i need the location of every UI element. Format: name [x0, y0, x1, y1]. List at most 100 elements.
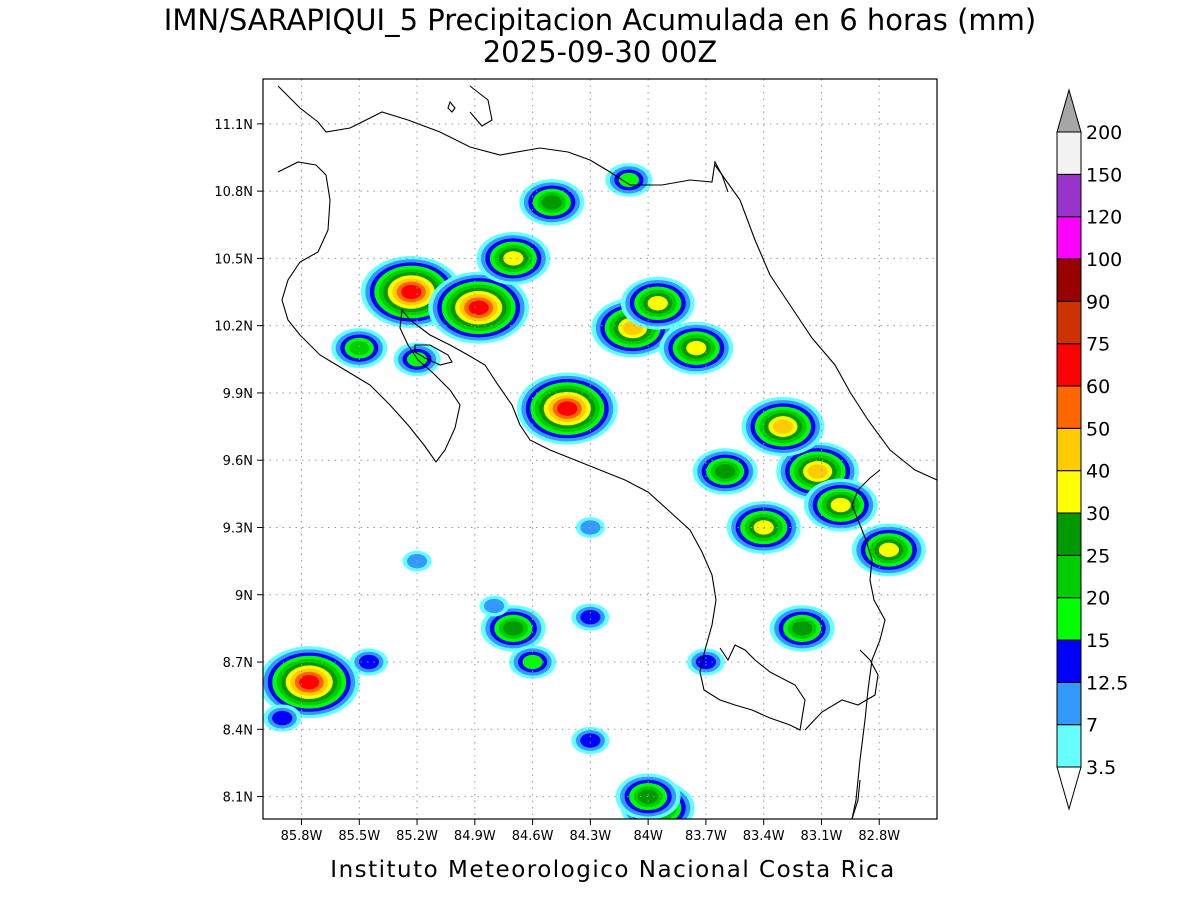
- precip-contour-level: [580, 733, 601, 748]
- precip-contour-level: [686, 340, 707, 356]
- precip-contour-level: [484, 598, 505, 614]
- lon-tick-label: 83.4W: [743, 829, 785, 844]
- precip-cell: [769, 605, 835, 652]
- colorbar-label: 25: [1086, 545, 1110, 567]
- precip-cell: [571, 603, 610, 631]
- precip-cell: [349, 648, 388, 676]
- latitude-axis: 11.1N 10.8N 10.5N 10.2N 9.9N 9.6N 9.3N 9N 8.7N 8.…: [214, 118, 263, 806]
- colorbar-box: [1056, 470, 1082, 514]
- precip-contour-level: [580, 520, 601, 535]
- precip-contour-level: [557, 401, 578, 416]
- panama-border: [851, 469, 886, 819]
- precip-cell: [428, 271, 530, 344]
- colorbar-label: 30: [1086, 503, 1110, 525]
- lon-tick-label: 84.3W: [569, 829, 611, 844]
- precip-contour-level: [401, 284, 422, 300]
- colorbar-box: [1056, 554, 1082, 599]
- colorbar-legend: 3.5 7 12.5 15 20 25 30 40 50 60 75 90 100 120 150 200: [1056, 88, 1128, 811]
- lat-tick-label: 9N: [235, 589, 253, 604]
- precip-cell: [331, 328, 388, 369]
- colorbar-box: [1056, 639, 1082, 683]
- colorbar-label: 7: [1086, 715, 1098, 737]
- precip-cell: [480, 605, 546, 652]
- colorbar-box: [1056, 131, 1082, 175]
- gulf-nicoya-inlet: [414, 344, 453, 366]
- precip-contour-level: [503, 621, 524, 636]
- lat-tick-label: 8.7N: [223, 656, 253, 671]
- lon-tick-label: 84.6W: [512, 829, 554, 844]
- coastline-borders: [277, 85, 937, 819]
- longitude-axis: 85.8W 85.5W 85.2W 84.9W 84.6W 84.3W 84W 83.7W 83…: [281, 819, 900, 844]
- lon-tick-label: 82.8W: [858, 829, 900, 844]
- precip-contour-level: [358, 654, 379, 670]
- colorbar-label: 150: [1086, 164, 1122, 186]
- precip-cell: [803, 478, 878, 532]
- precip-cell: [476, 231, 551, 285]
- lon-tick-label: 84W: [633, 829, 663, 844]
- colorbar-box: [1056, 173, 1082, 218]
- precip-cell: [692, 448, 758, 495]
- colorbar-under-triangle: [1056, 766, 1082, 811]
- lat-tick-label: 8.1N: [223, 791, 253, 806]
- lon-tick-label: 85.5W: [338, 829, 380, 844]
- precip-cell: [851, 523, 926, 577]
- colorbar-label: 3.5: [1086, 757, 1116, 779]
- caribbean-coast: [714, 164, 937, 481]
- map-panel: 11.1N 10.8N 10.5N 10.2N 9.9N 9.6N 9.3N 9N 8.7N 8.…: [214, 78, 938, 844]
- precip-contour-level: [580, 609, 601, 625]
- map-frame: [262, 78, 938, 820]
- lat-tick-label: 11.1N: [214, 118, 253, 133]
- precip-contour-level: [878, 542, 899, 558]
- colorbar-label: 20: [1086, 588, 1110, 610]
- lon-tick-label: 84.9W: [454, 829, 496, 844]
- lon-tick-label: 83.7W: [685, 829, 727, 844]
- lake-nicaragua-shore: [469, 85, 493, 127]
- precip-cell: [519, 179, 585, 226]
- colorbar-box: [1056, 427, 1082, 472]
- north-border-line: [277, 85, 729, 193]
- lat-tick-label: 10.8N: [214, 185, 253, 200]
- precip-contour-level: [715, 464, 736, 479]
- map-title-line2: 2025-09-30 00Z: [483, 35, 718, 69]
- precip-contour-level: [522, 654, 543, 670]
- precip-cell: [263, 704, 302, 732]
- footer-credit: Instituto Meteorologico Nacional Costa R…: [330, 857, 895, 883]
- colorbar-label: 40: [1086, 461, 1110, 483]
- precip-cell: [509, 645, 557, 679]
- lon-tick-label: 85.2W: [396, 829, 438, 844]
- precip-contour-level: [618, 172, 639, 188]
- precip-cell: [571, 726, 610, 755]
- lat-tick-label: 9.3N: [223, 521, 253, 536]
- lat-tick-label: 8.4N: [223, 723, 253, 738]
- precip-contour-level: [792, 621, 813, 636]
- colorbar-label: 50: [1086, 418, 1110, 440]
- lon-tick-label: 85.8W: [281, 829, 323, 844]
- small-island: [447, 100, 456, 113]
- precip-cell: [575, 517, 605, 538]
- colorbar-label: 120: [1086, 207, 1122, 229]
- pacific-coast: [277, 161, 806, 731]
- colorbar-box: [1056, 343, 1082, 387]
- lon-tick-label: 83.1W: [801, 829, 843, 844]
- precip-cell: [516, 372, 618, 445]
- precip-cell: [605, 163, 653, 197]
- precip-contour-level: [772, 419, 794, 434]
- precip-contour-level: [503, 251, 524, 266]
- precip-cell: [659, 321, 734, 375]
- colorbar-box: [1056, 597, 1082, 641]
- precip-contour-level: [299, 675, 320, 690]
- colorbar-label: 100: [1086, 249, 1122, 271]
- colorbar-box: [1056, 216, 1082, 260]
- precip-cell: [741, 396, 825, 457]
- lat-tick-label: 9.9N: [223, 387, 253, 402]
- colorbar-label: 60: [1086, 376, 1110, 398]
- precip-cell: [776, 441, 860, 502]
- colorbar-label: 90: [1086, 291, 1110, 313]
- map-title-line1: IMN/SARAPIQUI_5 Precipitacion Acumulada …: [164, 3, 1036, 37]
- precip-contour-level: [541, 195, 562, 210]
- precip-contour-level: [807, 464, 828, 479]
- precip-contour-level: [468, 300, 489, 315]
- colorbar-box: [1056, 385, 1082, 429]
- precip-cell: [479, 595, 509, 617]
